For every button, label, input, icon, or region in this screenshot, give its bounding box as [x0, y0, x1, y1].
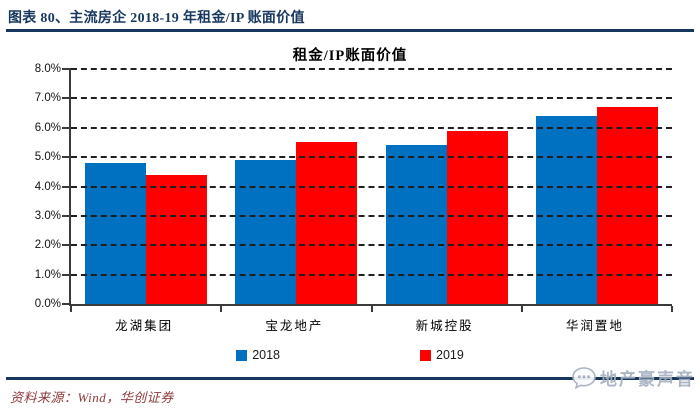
legend-label: 2019 [436, 348, 464, 362]
y-tick-label: 1.0% [34, 268, 61, 281]
bar-group-宝龙地产 [221, 69, 371, 304]
y-axis-tick [62, 273, 71, 276]
chart-title: 租金/IP账面价值 [292, 48, 408, 64]
y-axis-tick [62, 303, 71, 305]
y-tick-label: 8.0% [34, 63, 61, 75]
watermark-text: 地产豪声音 [600, 370, 695, 389]
bar-group-新城控股 [372, 69, 522, 304]
y-axis-tick [62, 126, 71, 129]
y-axis-tick [62, 214, 71, 217]
y-axis-tick [62, 68, 71, 70]
gridline [71, 185, 672, 188]
bar-groups [71, 69, 672, 304]
header-divider [6, 29, 694, 32]
bar-group-华润置地 [522, 69, 672, 304]
bar-2018-宝龙地产 [235, 160, 297, 304]
watermark: 地产豪声音 [571, 365, 695, 390]
legend-entry-2019: 2019 [420, 348, 464, 362]
x-axis-label: 华润置地 [565, 319, 624, 333]
gridline [71, 244, 672, 247]
x-axis-tick [520, 306, 523, 312]
bar-2019-华润置地 [596, 107, 658, 304]
gridline [71, 97, 672, 100]
footer-divider [6, 377, 694, 380]
y-axis-tick [62, 244, 71, 247]
source-note: 资料来源：Wind，华创证券 [10, 390, 174, 405]
bar-2019-龙湖集团 [146, 174, 208, 304]
bar-2018-华润置地 [535, 116, 597, 304]
x-axis-labels: 龙湖集团 宝龙地产 新城控股 华润置地 [69, 315, 670, 334]
bar-2019-宝龙地产 [296, 142, 358, 304]
x-axis-tick [370, 306, 373, 312]
x-axis-tick [671, 306, 673, 312]
legend-swatch-2018 [236, 349, 248, 361]
chat-bubble-icon [572, 366, 596, 389]
x-axis-label: 龙湖集团 [115, 319, 174, 333]
gridline [71, 68, 672, 70]
y-tick-label: 0.0% [34, 298, 61, 310]
legend-entry-2018: 2018 [236, 348, 280, 362]
x-axis-label: 宝龙地产 [265, 319, 324, 333]
y-axis-tick [62, 156, 71, 159]
y-tick-label: 7.0% [34, 92, 61, 105]
gridline [71, 156, 672, 159]
y-tick-label: 6.0% [34, 121, 61, 134]
gridline [71, 214, 672, 217]
bar-2018-新城控股 [385, 145, 447, 304]
y-tick-label: 2.0% [34, 239, 61, 252]
gridline [71, 126, 672, 129]
x-axis-tick [220, 306, 223, 312]
x-axis-tick [70, 306, 72, 312]
y-tick-label: 5.0% [34, 151, 61, 164]
y-tick-label: 3.0% [34, 209, 61, 222]
x-axis-label: 新城控股 [415, 319, 474, 333]
legend-label: 2018 [252, 348, 280, 362]
plot-area [62, 68, 673, 312]
chart-legend: 2018 2019 [0, 348, 700, 362]
bar-2018-龙湖集团 [85, 163, 147, 304]
legend-swatch-2019 [420, 349, 431, 361]
y-axis-labels: 0.0% 1.0% 2.0% 3.0% 4.0% 5.0% 6.0% 7.0% 8.0% [8, 63, 69, 310]
gridline [71, 273, 672, 276]
y-axis-tick [62, 185, 71, 188]
figure-title: 图表 80、主流房企 2018-19 年租金/IP 账面价值 [8, 11, 305, 26]
y-axis-tick [62, 97, 71, 100]
y-tick-label: 4.0% [34, 180, 61, 193]
